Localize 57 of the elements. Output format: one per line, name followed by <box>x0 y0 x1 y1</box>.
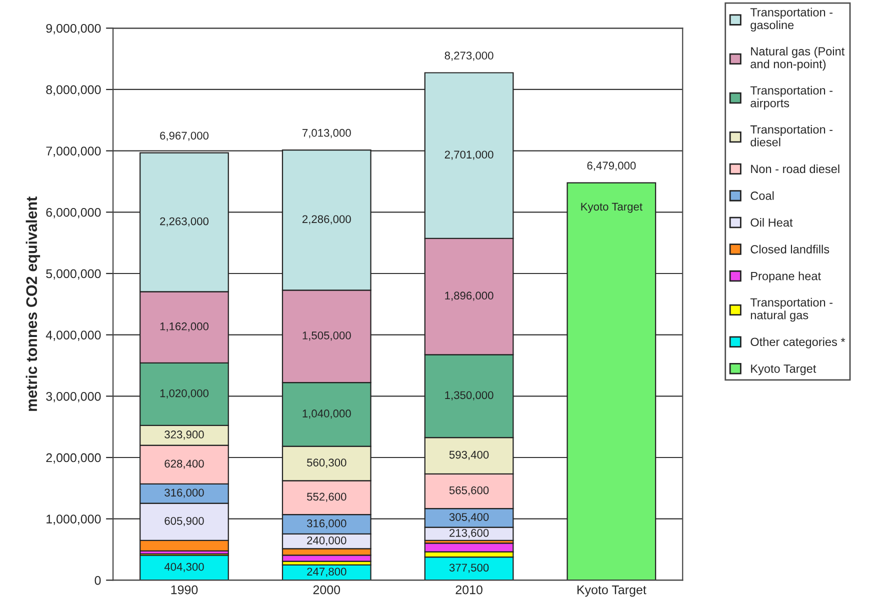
data-label: 1,505,000 <box>302 332 351 341</box>
total-label: 8,273,000 <box>444 52 494 61</box>
y-tick-label: 2,000,000 <box>46 453 101 464</box>
y-tick-label: 1,000,000 <box>46 514 101 525</box>
legend-label: Other categories * <box>750 337 846 348</box>
legend-label: Transportation - airports <box>750 86 833 110</box>
data-label: 2,701,000 <box>444 150 494 160</box>
total-label: 6,479,000 <box>587 162 636 171</box>
x-tick-label: 2000 <box>313 585 340 594</box>
y-tick-label: 6,000,000 <box>46 208 101 218</box>
data-label: 316,000 <box>164 488 204 498</box>
legend-label: Oil Heat <box>750 218 793 227</box>
y-tick-label: 9,000,000 <box>46 24 101 34</box>
data-label: 240,000 <box>307 536 346 546</box>
legend-label: Coal <box>750 191 774 200</box>
legend-label: Closed landfills <box>750 244 830 254</box>
data-label: 323,900 <box>164 430 204 440</box>
y-tick-label: 4,000,000 <box>46 330 101 341</box>
y-tick-label: 0 <box>94 576 101 585</box>
data-label: 1,020,000 <box>160 389 209 398</box>
data-label: 605,900 <box>164 516 204 526</box>
y-tick-label: 5,000,000 <box>46 269 101 280</box>
legend-label: Propane heat <box>751 272 821 283</box>
legend-label: Non - road diesel <box>751 164 840 174</box>
x-tick-label: Kyoto Target <box>577 585 646 597</box>
data-label: 247,800 <box>307 568 346 577</box>
data-label: 213,600 <box>450 528 489 538</box>
data-label: 316,000 <box>306 519 346 529</box>
total-label: 6,967,000 <box>160 132 209 141</box>
data-label: 305,400 <box>449 513 489 522</box>
y-tick-label: 3,000,000 <box>46 392 101 402</box>
x-tick-label: 1990 <box>171 585 198 594</box>
data-label: 2,286,000 <box>302 215 351 224</box>
data-label: 404,300 <box>164 562 204 572</box>
y-tick-label: 8,000,000 <box>46 85 101 96</box>
data-label: 560,300 <box>306 458 346 468</box>
legend-label: Transportation - diesel <box>750 124 833 146</box>
data-label: 552,600 <box>306 492 346 502</box>
data-label: 377,500 <box>449 564 489 573</box>
total-label: 7,013,000 <box>302 128 351 138</box>
data-label: 1,162,000 <box>160 322 209 332</box>
data-label: 565,600 <box>449 486 489 496</box>
data-label: 628,400 <box>164 460 204 469</box>
annotation: Kyoto Target <box>581 202 642 213</box>
data-label: 1,896,000 <box>445 292 494 301</box>
bar <box>566 182 656 580</box>
data-label: 1,040,000 <box>302 410 351 419</box>
legend-label: Natural gas (Point and non-point) <box>750 46 845 71</box>
x-tick-label: 2010 <box>456 585 482 594</box>
data-label: 1,350,000 <box>445 391 494 400</box>
data-label: 593,400 <box>449 450 489 460</box>
legend-label: Transportation - gasoline <box>750 8 833 32</box>
y-tick-label: 7,000,000 <box>46 146 101 157</box>
data-label: 2,263,000 <box>160 217 209 227</box>
y-axis-title: metric tonnes CO2 equivalent <box>26 196 40 411</box>
legend-label: Transportation - natural gas <box>750 298 833 322</box>
legend-label: Kyoto Target <box>751 364 816 376</box>
